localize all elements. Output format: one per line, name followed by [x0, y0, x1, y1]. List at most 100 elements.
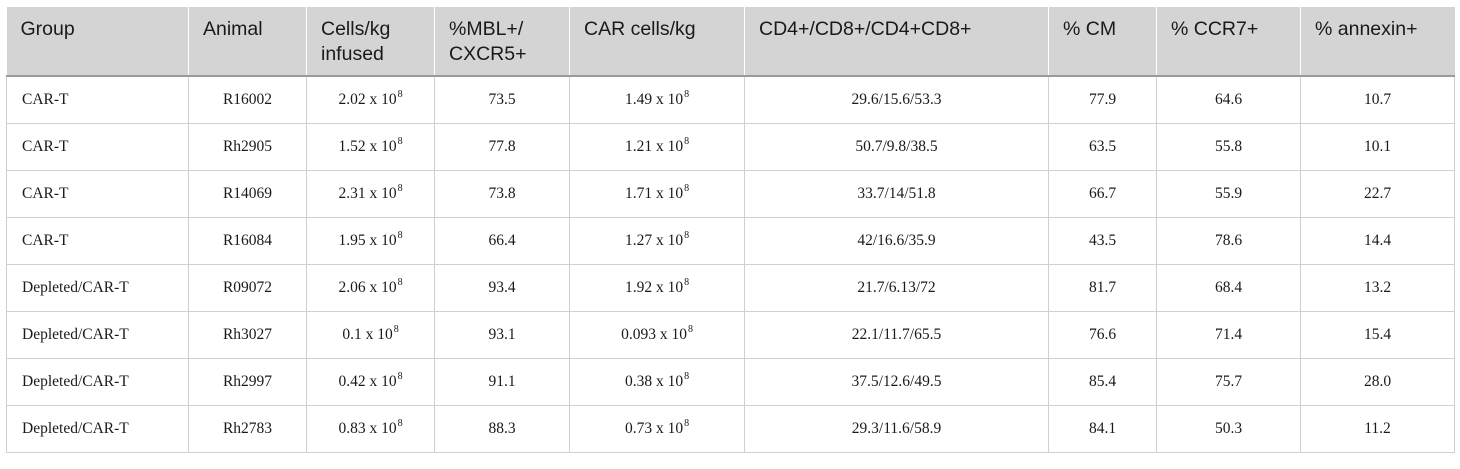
- cell-car-cells-kg: 1.21 x 108: [569, 123, 745, 171]
- cell-mbl-cxcr5: 93.1: [434, 311, 570, 359]
- cell-cells-kg-infused-exponent: 8: [397, 370, 403, 382]
- cell-cells-kg-infused: 0.83 x 108: [306, 405, 435, 453]
- cell-group: CAR-T: [6, 123, 189, 171]
- cell-mbl-cxcr5: 88.3: [434, 405, 570, 453]
- cell-car-cells-kg: 0.38 x 108: [569, 358, 745, 406]
- cell-cm: 81.7: [1048, 264, 1157, 312]
- cell-annexin: 15.4: [1300, 311, 1455, 359]
- cell-cells-kg-infused-exponent: 8: [397, 276, 403, 288]
- cell-cells-kg-infused: 2.02 x 108: [306, 76, 435, 124]
- header-car-cells-kg: CAR cells/kg: [569, 7, 745, 77]
- cell-car-cells-kg-base: 1.21 x 10: [624, 137, 684, 155]
- cell-mbl-cxcr5: 77.8: [434, 123, 570, 171]
- cell-mbl-cxcr5: 73.8: [434, 170, 570, 218]
- cell-annexin: 10.1: [1300, 123, 1455, 171]
- cell-cells-kg-infused-exponent: 8: [397, 229, 403, 241]
- cell-cd4-cd8: 29.6/15.6/53.3: [744, 76, 1049, 124]
- cell-cells-kg-infused-base: 2.06 x 10: [338, 278, 397, 296]
- cell-cd4-cd8: 29.3/11.6/58.9: [744, 405, 1049, 453]
- cell-annexin: 11.2: [1300, 405, 1455, 453]
- cell-cells-kg-infused-base: 0.42 x 10: [338, 372, 397, 390]
- table-row: Depleted/CAR-T R09072 2.06 x 108 93.4 1.92 x…: [6, 264, 1455, 312]
- cell-cd4-cd8: 42/16.6/35.9: [744, 217, 1049, 265]
- cell-cells-kg-infused-base: 0.83 x 10: [338, 419, 397, 437]
- cell-cells-kg-infused: 2.06 x 108: [306, 264, 435, 312]
- table-row: CAR-T R14069 2.31 x 108 73.8 1.71 x 108 33.7/…: [6, 170, 1455, 218]
- table-row: CAR-T R16084 1.95 x 108 66.4 1.27 x 108 42/16…: [6, 217, 1455, 265]
- cell-cells-kg-infused-exponent: 8: [397, 88, 403, 100]
- table-row: CAR-T Rh2905 1.52 x 108 77.8 1.21 x 108 50.7/…: [6, 123, 1455, 171]
- header-cells-kg-infused: Cells/kg infused: [306, 7, 435, 77]
- cell-ccr7: 55.8: [1156, 123, 1301, 171]
- cell-cells-kg-infused: 0.1 x 108: [306, 311, 435, 359]
- cell-group: Depleted/CAR-T: [6, 358, 189, 406]
- cell-cm: 77.9: [1048, 76, 1157, 124]
- cell-car-cells-kg-exponent: 8: [684, 135, 690, 147]
- cell-cm: 84.1: [1048, 405, 1157, 453]
- cell-car-cells-kg-base: 1.92 x 10: [624, 278, 684, 296]
- cell-car-cells-kg-base: 1.71 x 10: [624, 184, 684, 202]
- cell-cells-kg-infused-base: 0.1 x 10: [342, 325, 393, 343]
- cell-cells-kg-infused: 1.52 x 108: [306, 123, 435, 171]
- cell-cells-kg-infused-exponent: 8: [397, 135, 403, 147]
- cell-annexin: 22.7: [1300, 170, 1455, 218]
- cell-group: CAR-T: [6, 76, 189, 124]
- cell-car-cells-kg: 1.27 x 108: [569, 217, 745, 265]
- cell-cells-kg-infused-exponent: 8: [397, 417, 403, 429]
- cell-cm: 85.4: [1048, 358, 1157, 406]
- cell-cells-kg-infused-exponent: 8: [397, 182, 403, 194]
- cell-animal: R16002: [188, 76, 307, 124]
- data-table: Group Animal Cells/kg infused %MBL+/ CXC…: [6, 7, 1455, 453]
- cell-car-cells-kg: 1.92 x 108: [569, 264, 745, 312]
- cell-car-cells-kg-exponent: 8: [684, 182, 690, 194]
- cell-ccr7: 64.6: [1156, 76, 1301, 124]
- cell-car-cells-kg-base: 0.093 x 10: [621, 325, 687, 343]
- cell-cells-kg-infused: 2.31 x 108: [306, 170, 435, 218]
- cell-car-cells-kg-base: 0.38 x 10: [624, 372, 684, 390]
- cell-group: CAR-T: [6, 170, 189, 218]
- header-cd4-cd8: CD4+/CD8+/CD4+CD8+: [744, 7, 1049, 77]
- header-animal: Animal: [188, 7, 307, 77]
- cell-ccr7: 68.4: [1156, 264, 1301, 312]
- cell-animal: Rh3027: [188, 311, 307, 359]
- cell-car-cells-kg: 0.73 x 108: [569, 405, 745, 453]
- cell-animal: Rh2997: [188, 358, 307, 406]
- cell-group: CAR-T: [6, 217, 189, 265]
- cell-group: Depleted/CAR-T: [6, 264, 189, 312]
- header-ccr7: % CCR7+: [1156, 7, 1301, 77]
- cell-cd4-cd8: 37.5/12.6/49.5: [744, 358, 1049, 406]
- cell-annexin: 13.2: [1300, 264, 1455, 312]
- cell-annexin: 14.4: [1300, 217, 1455, 265]
- header-annexin: % annexin+: [1300, 7, 1455, 77]
- cell-cells-kg-infused-base: 1.52 x 10: [338, 137, 397, 155]
- cell-cells-kg-infused: 0.42 x 108: [306, 358, 435, 406]
- cell-cd4-cd8: 50.7/9.8/38.5: [744, 123, 1049, 171]
- cell-car-cells-kg-base: 1.49 x 10: [624, 90, 684, 108]
- cell-cells-kg-infused-base: 2.02 x 10: [338, 90, 397, 108]
- header-mbl-cxcr5: %MBL+/ CXCR5+: [434, 7, 570, 77]
- cell-animal: R14069: [188, 170, 307, 218]
- cell-animal: R16084: [188, 217, 307, 265]
- cell-annexin: 28.0: [1300, 358, 1455, 406]
- cell-group: Depleted/CAR-T: [6, 311, 189, 359]
- cell-cm: 63.5: [1048, 123, 1157, 171]
- table-row: Depleted/CAR-T Rh2997 0.42 x 108 91.1 0.38 x…: [6, 358, 1455, 406]
- cell-cd4-cd8: 33.7/14/51.8: [744, 170, 1049, 218]
- cell-ccr7: 78.6: [1156, 217, 1301, 265]
- header-row: Group Animal Cells/kg infused %MBL+/ CXC…: [6, 7, 1455, 77]
- cell-group: Depleted/CAR-T: [6, 405, 189, 453]
- table-row: Depleted/CAR-T Rh2783 0.83 x 108 88.3 0.73 x…: [6, 405, 1455, 453]
- cell-annexin: 10.7: [1300, 76, 1455, 124]
- cell-car-cells-kg-exponent: 8: [684, 276, 690, 288]
- cell-ccr7: 50.3: [1156, 405, 1301, 453]
- table-row: CAR-T R16002 2.02 x 108 73.5 1.49 x 108 29.6/…: [6, 76, 1455, 124]
- cell-car-cells-kg: 0.093 x 108: [569, 311, 745, 359]
- cell-car-cells-kg: 1.71 x 108: [569, 170, 745, 218]
- cell-car-cells-kg-base: 1.27 x 10: [624, 231, 684, 249]
- cell-cells-kg-infused: 1.95 x 108: [306, 217, 435, 265]
- cell-cm: 66.7: [1048, 170, 1157, 218]
- cell-animal: R09072: [188, 264, 307, 312]
- table-row: Depleted/CAR-T Rh3027 0.1 x 108 93.1 0.093 x…: [6, 311, 1455, 359]
- cell-cm: 76.6: [1048, 311, 1157, 359]
- cell-car-cells-kg-exponent: 8: [684, 417, 690, 429]
